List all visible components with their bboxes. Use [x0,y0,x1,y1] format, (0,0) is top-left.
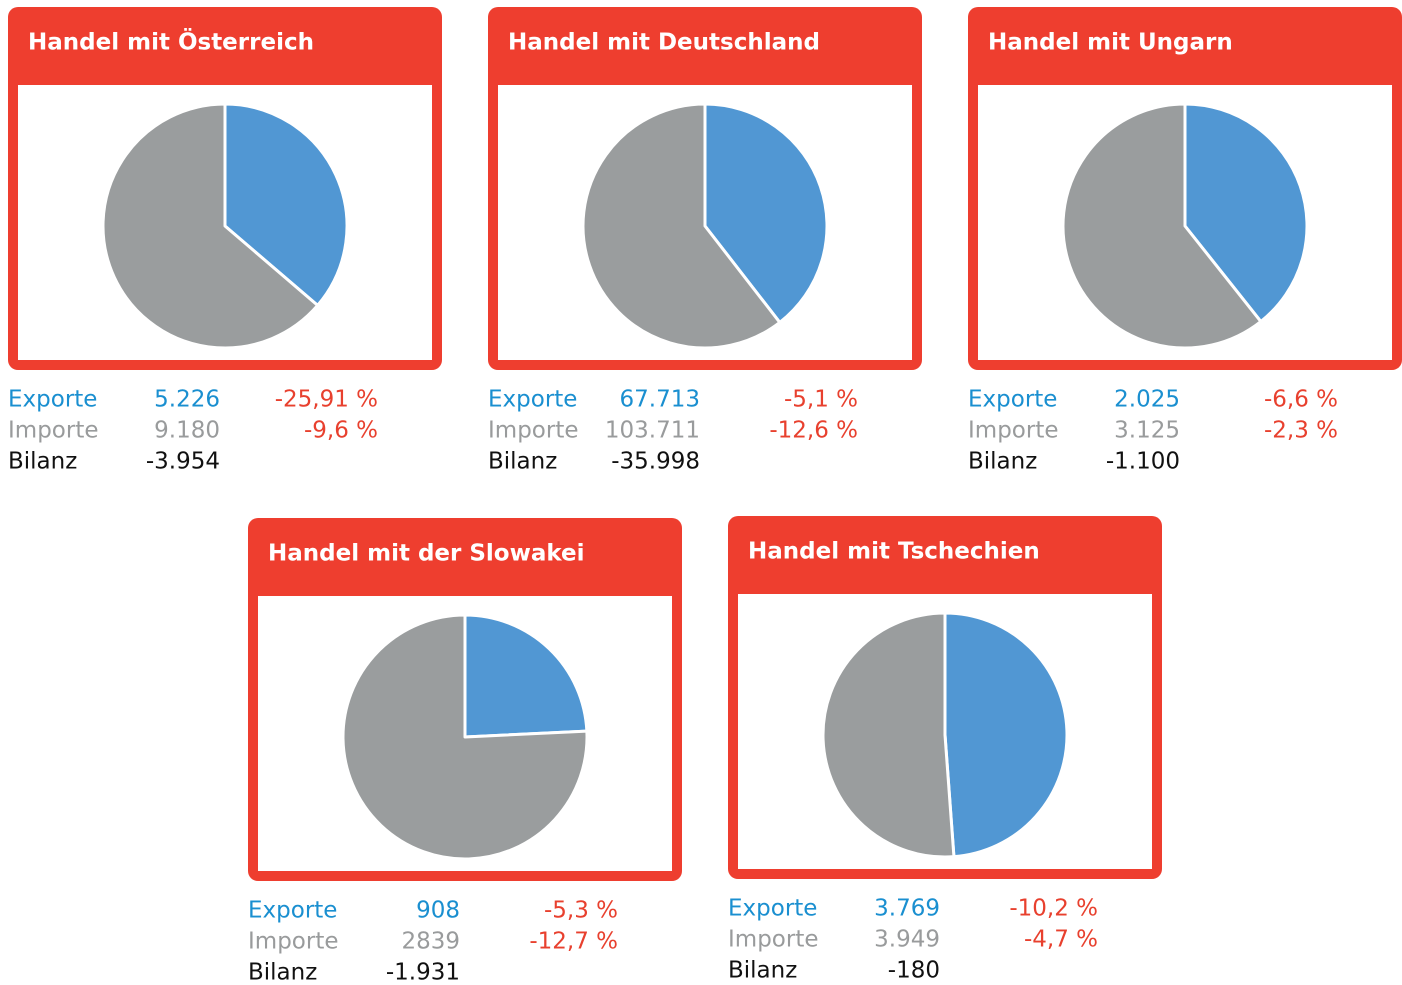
panel-title: Handel mit Österreich [28,28,314,56]
panel: Handel mit Ungarn Exporte 2.025 -6,6 % Impor… [968,7,1402,475]
row-label: Exporte [488,387,577,413]
pie-slice [1183,102,1309,324]
row-value: 9.180 [154,418,220,444]
row-label: Exporte [728,896,817,922]
panel-title: Handel mit Deutschland [508,30,820,56]
row-value: 67.713 [620,387,700,413]
row-label: Exporte [8,387,97,413]
panel-title: Handel mit Ungarn [988,30,1233,56]
row-label: Importe [488,418,578,444]
panel-title: Handel mit Tschechien [748,539,1040,565]
balance-label: Bilanz [728,958,797,984]
row-change: -4,7 % [1024,927,1098,953]
row-label: Exporte [248,898,337,924]
row-value: 2839 [401,929,460,955]
row-change: -6,6 % [1264,387,1338,413]
row-label: Importe [728,927,818,953]
pie-slice [821,611,956,859]
balance-label: Bilanz [248,960,317,985]
panel-title: Handel mit der Slowakei [268,541,585,567]
pie-slice [101,102,320,350]
row-change: -12,7 % [529,929,618,955]
row-change: -10,2 % [1009,896,1098,922]
row-label: Importe [8,418,98,444]
pie-slice [703,102,829,324]
row-change: -2,3 % [1264,418,1338,444]
row-value: 3.125 [1114,418,1180,444]
panel: Handel mit Deutschland Exporte 67.713 -5,1 … [488,7,922,475]
panel: Handel mit Österreich Exporte 5.226 -25,91 … [8,7,442,475]
panel: Handel mit der Slowakei Exporte 908 -5,3 % I… [248,518,682,985]
row-change: -5,3 % [544,898,618,924]
pie-slice [463,613,589,739]
row-label: Importe [968,418,1058,444]
row-value: 3.769 [874,896,940,922]
balance-value: -1.931 [386,960,460,985]
row-change: -5,1 % [784,387,858,413]
row-label: Exporte [968,387,1057,413]
balance-label: Bilanz [8,449,77,475]
balance-label: Bilanz [488,449,557,475]
row-value: 3.949 [874,927,940,953]
row-label: Importe [248,929,338,955]
row-value: 103.711 [605,418,700,444]
panel: Handel mit Tschechien Exporte 3.769 -10,2 %… [728,516,1162,984]
balance-label: Bilanz [968,449,1037,475]
pie-slice [943,611,1069,859]
row-change: -9,6 % [304,418,378,444]
pie-slice [1061,102,1263,350]
balance-value: -180 [888,958,940,984]
row-change: -25,91 % [275,387,378,413]
row-value: 5.226 [154,387,220,413]
balance-value: -35.998 [611,449,700,475]
row-value: 908 [416,898,460,924]
balance-value: -1.100 [1106,449,1180,475]
row-change: -12,6 % [769,418,858,444]
pie-slice [223,102,349,307]
pie-slice [341,613,589,861]
pie-slice [581,102,782,350]
row-value: 2.025 [1114,387,1180,413]
balance-value: -3.954 [146,449,220,475]
